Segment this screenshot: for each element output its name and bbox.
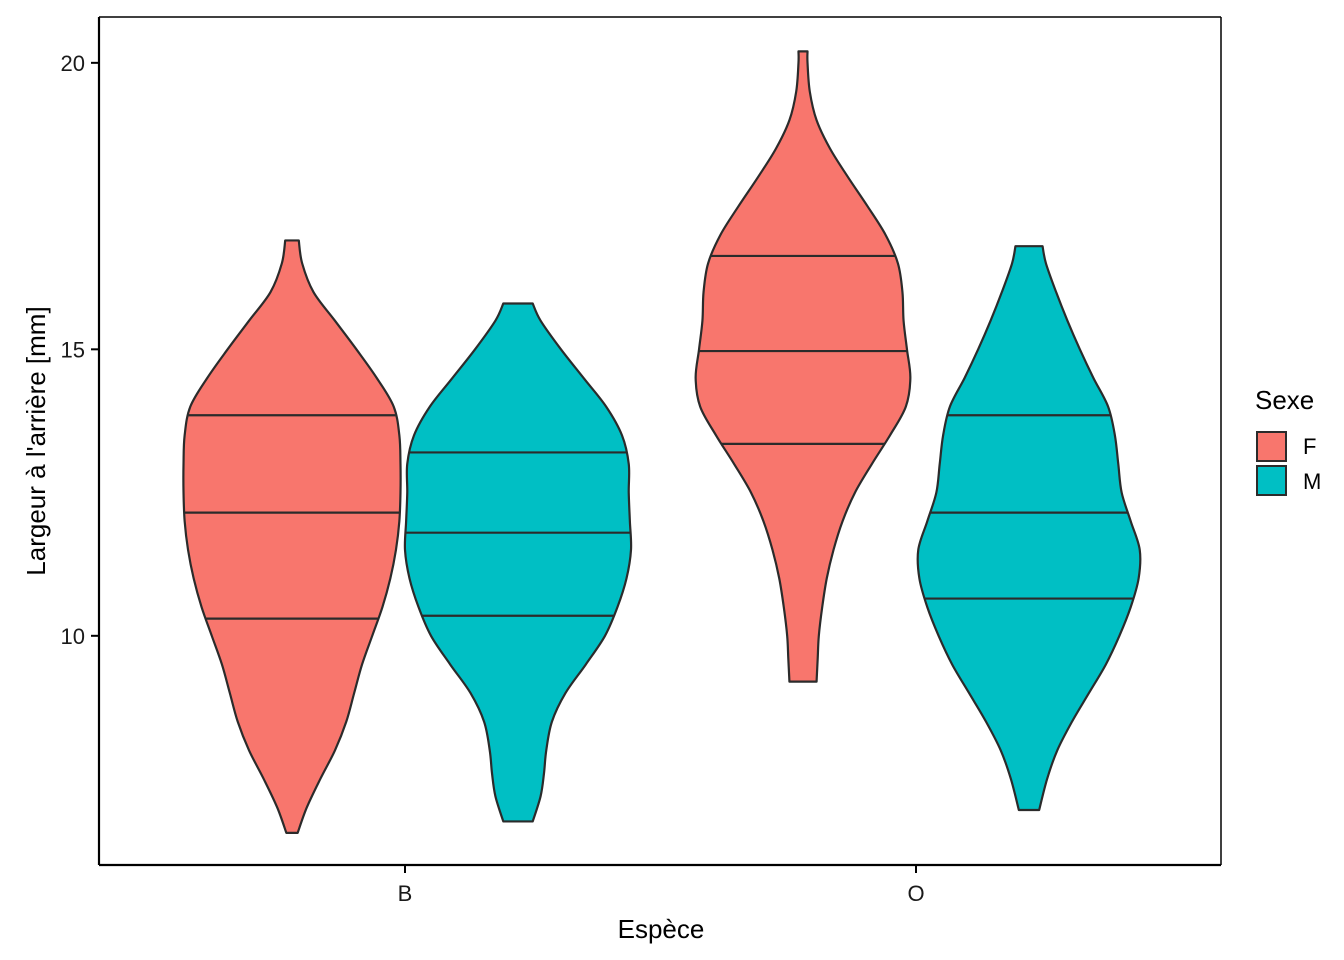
legend-label-M: M [1303,469,1321,494]
y-tick-label-15: 15 [61,337,85,362]
legend: Sexe F M [1255,385,1321,496]
legend-key-F [1256,431,1287,462]
violin-layer [182,50,1142,835]
axes-layer: 10 15 20 B O [61,16,1222,906]
x-tick-label-B: B [398,881,413,906]
legend-label-F: F [1303,434,1316,459]
violin-B-M [403,302,633,823]
x-tick-label-O: O [907,881,924,906]
y-tick-label-20: 20 [61,51,85,76]
legend-title: Sexe [1255,385,1314,415]
y-tick-label-10: 10 [61,624,85,649]
violin-B-F [182,239,402,835]
violin-O-F [694,50,912,683]
x-axis-title: Espèce [618,914,705,944]
violin-O-M [916,245,1142,812]
legend-key-M [1256,465,1287,496]
y-axis-title: Largeur à l'arrière [mm] [21,306,51,575]
